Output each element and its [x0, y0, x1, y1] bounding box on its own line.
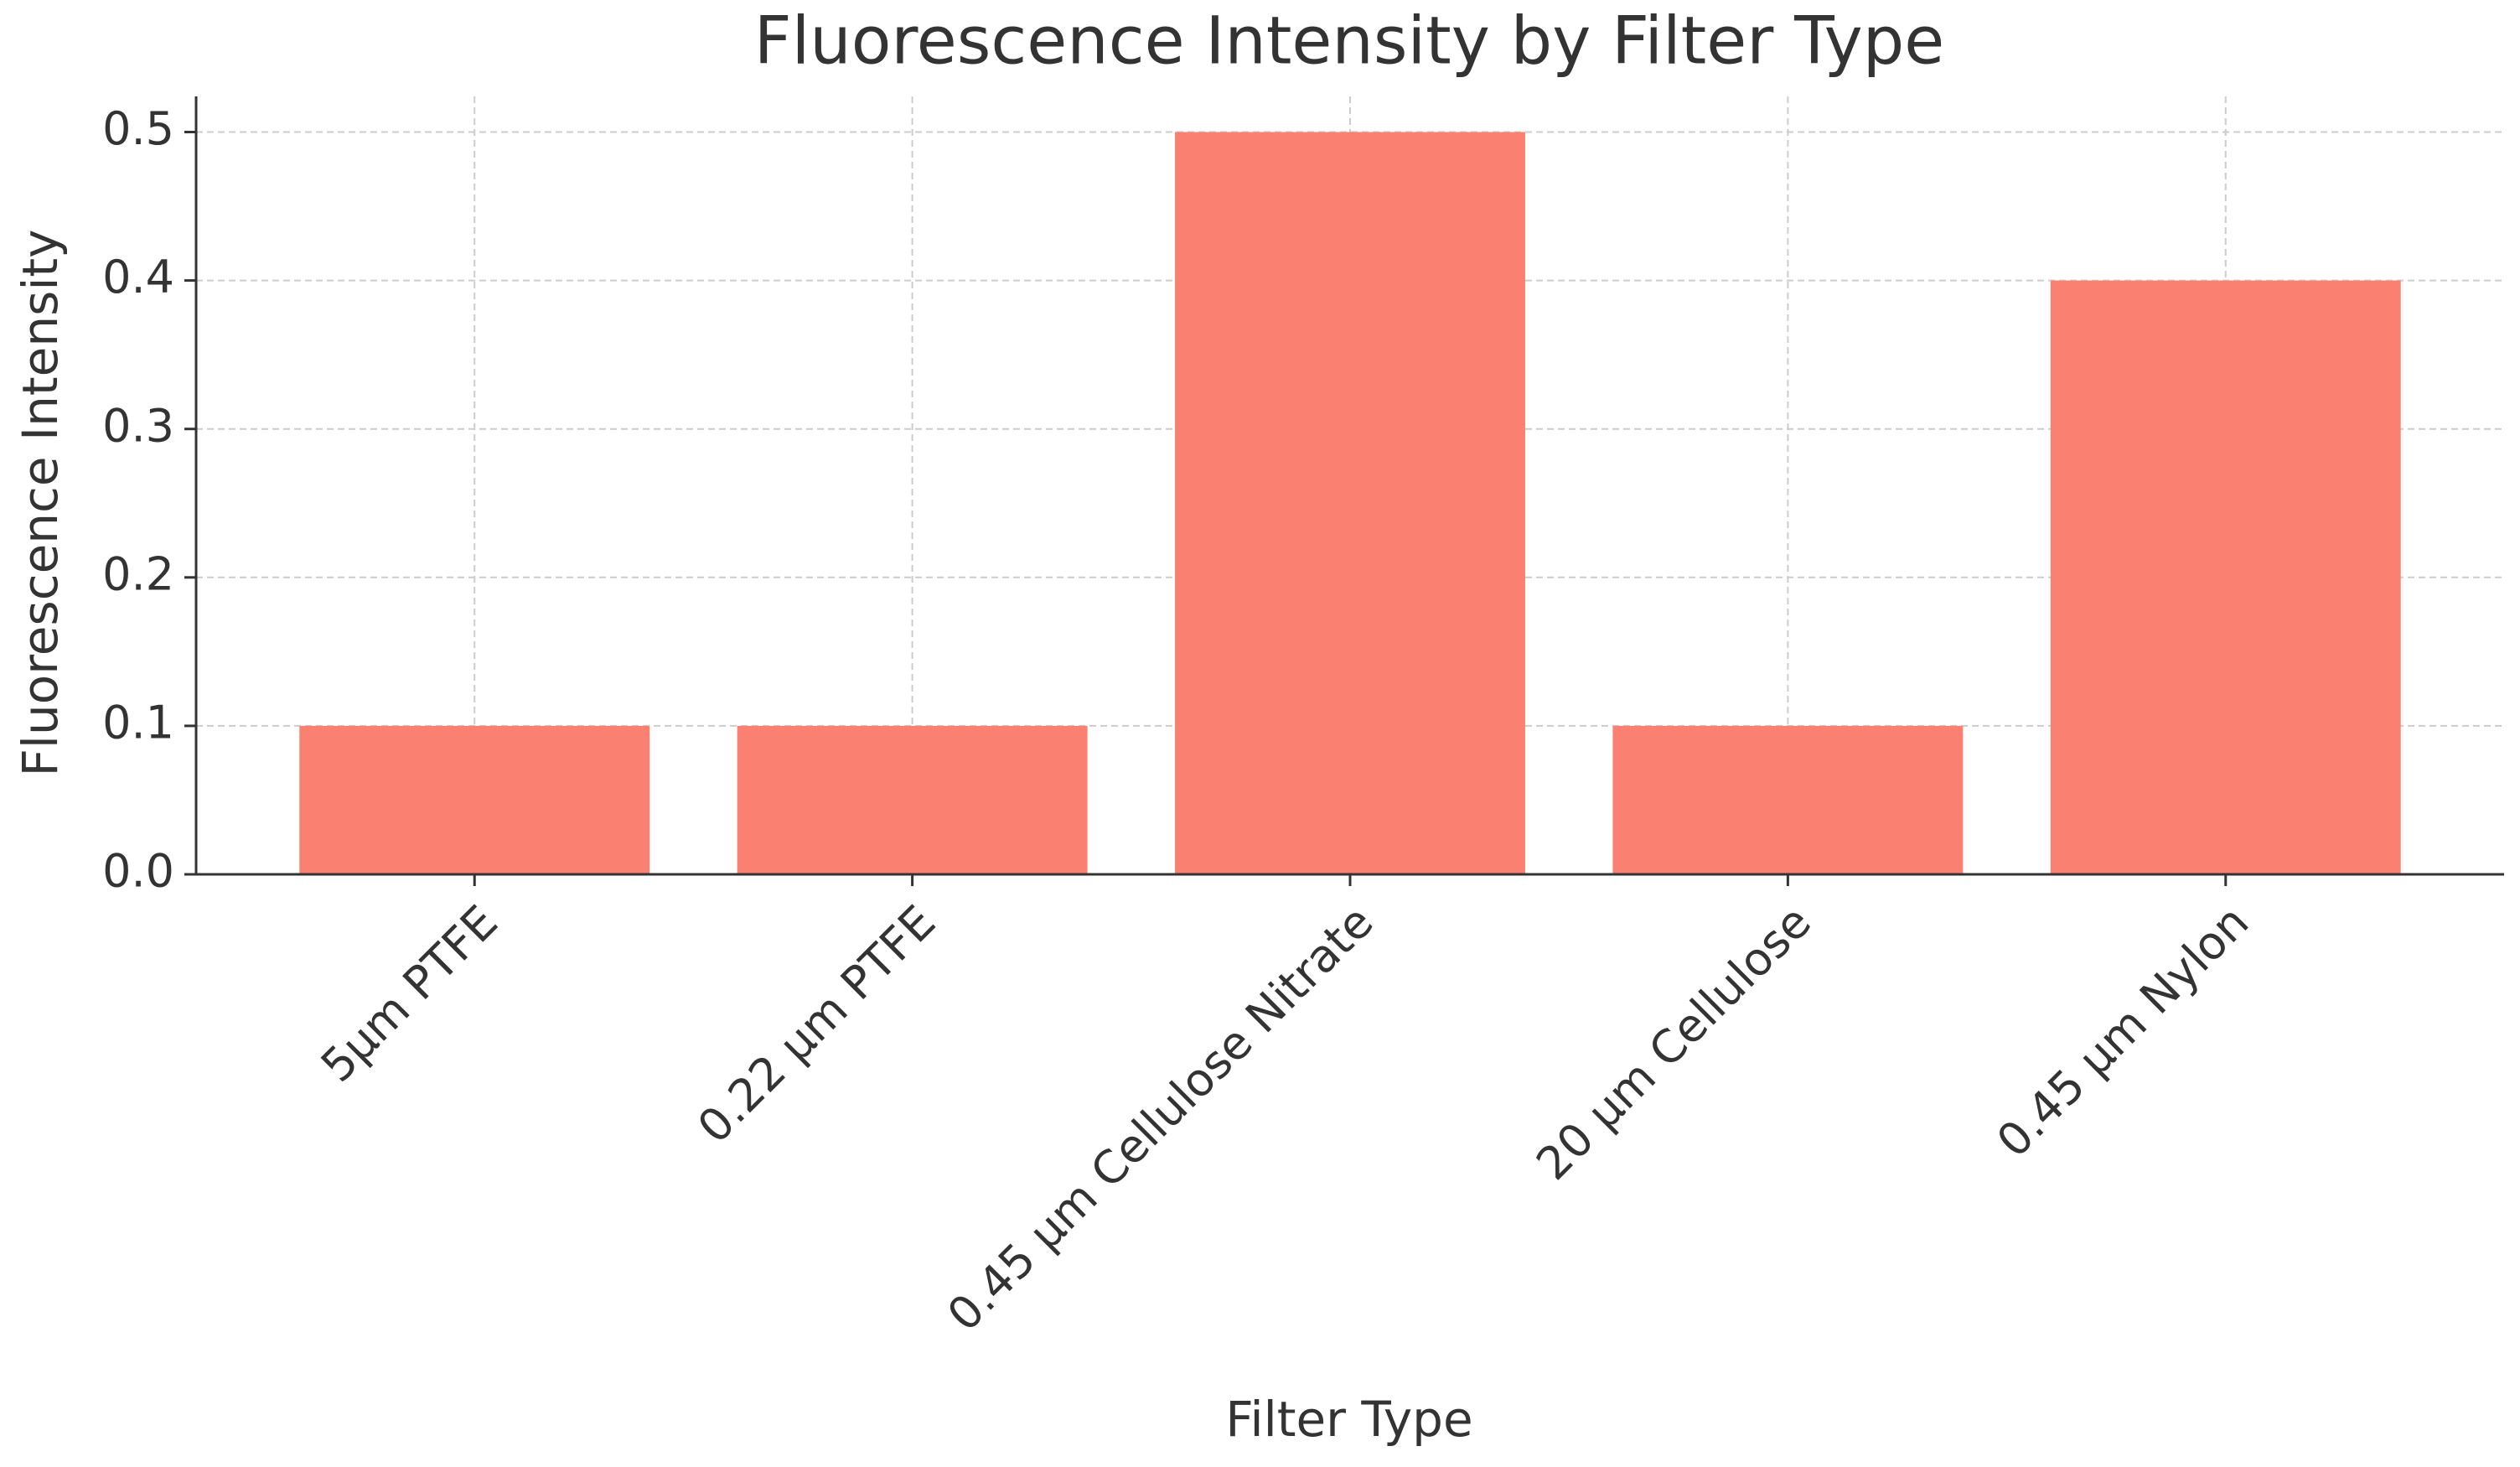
y-tick-label: 0.0 [102, 845, 174, 898]
bar [2050, 280, 2401, 875]
y-tick-label: 0.5 [102, 102, 174, 155]
x-tick-label: 0.45 µm Cellulose Nitrate [937, 895, 1383, 1341]
bar [737, 725, 1088, 874]
x-axis-label: Filter Type [1225, 1391, 1472, 1448]
y-axis-label: Fluorescence Intensity [12, 230, 69, 777]
x-tick-label: 20 µm Cellulose [1526, 895, 1821, 1190]
x-tick-label: 0.22 µm PTFE [687, 895, 945, 1153]
y-tick-label: 0.4 [102, 251, 174, 303]
x-tick-label: 0.45 µm Nylon [1987, 895, 2259, 1168]
bar [1175, 132, 1525, 875]
chart-title: Fluorescence Intensity by Filter Type [754, 3, 1945, 79]
x-tick-label: 5µm PTFE [311, 895, 508, 1092]
y-tick-label: 0.2 [102, 547, 174, 600]
bar [299, 725, 650, 874]
y-tick-label: 0.3 [102, 399, 174, 452]
y-tick-label: 0.1 [102, 697, 174, 749]
bar [1612, 725, 1964, 874]
